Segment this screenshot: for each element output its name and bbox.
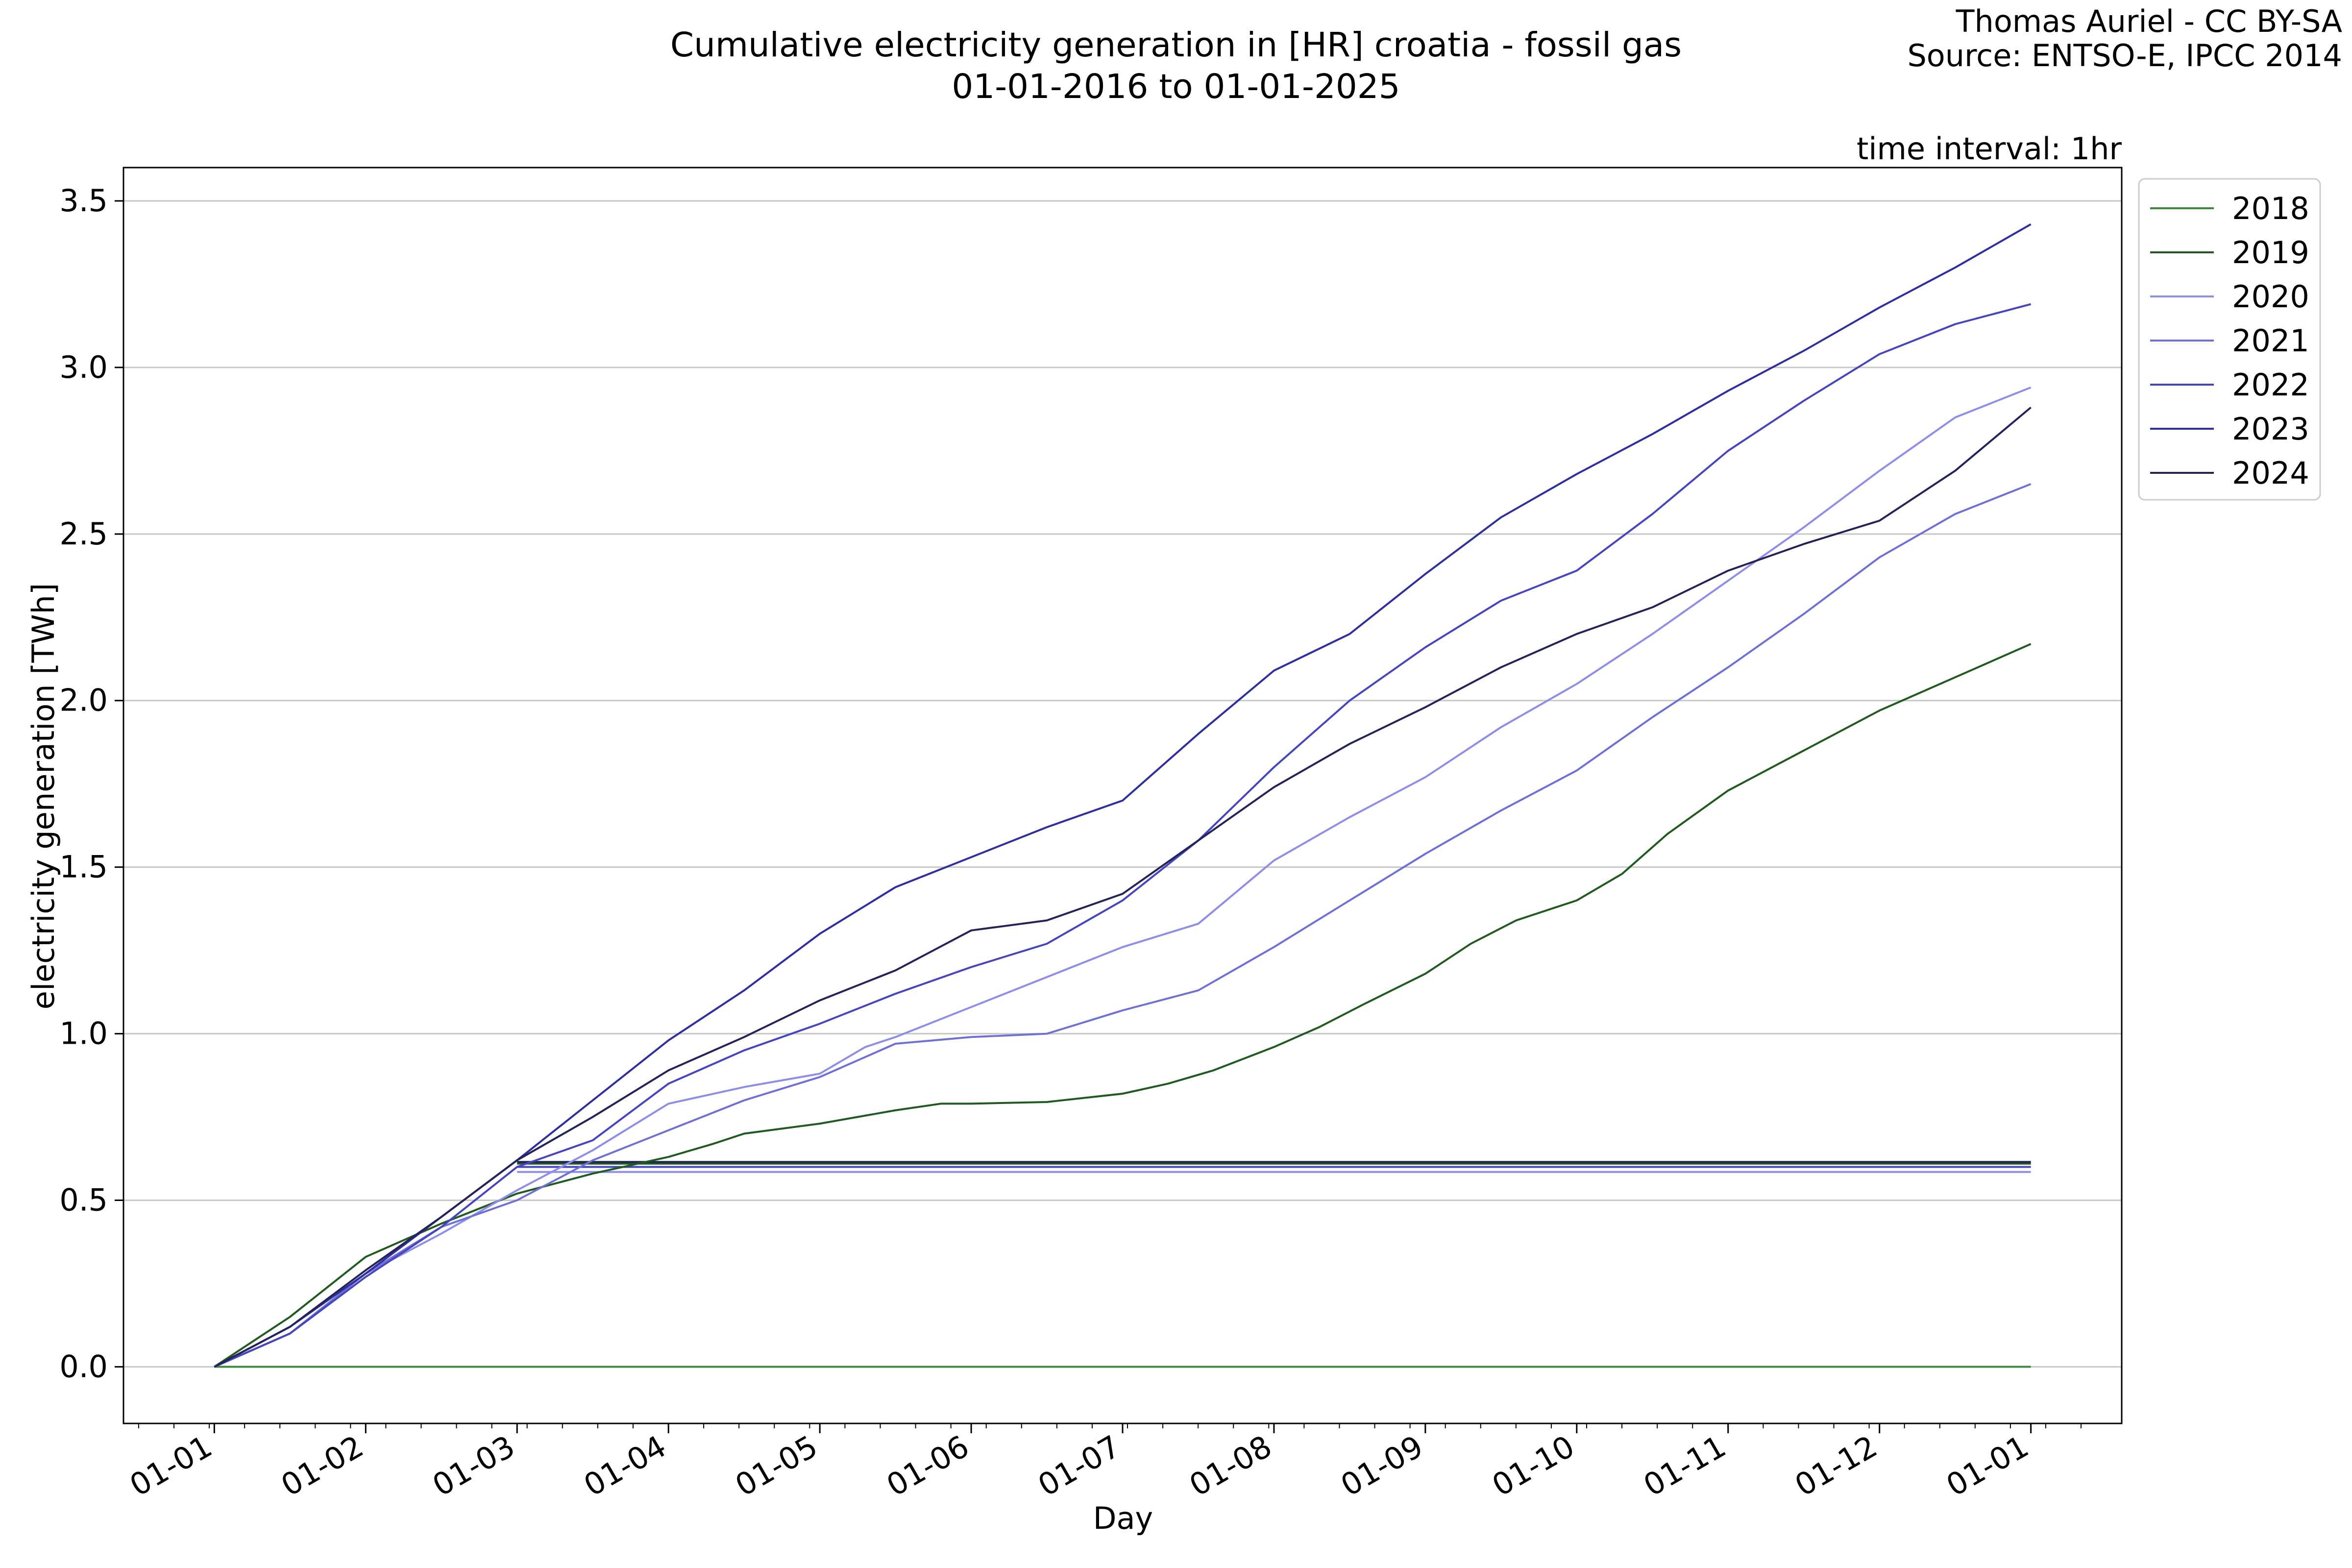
- series-lines: [214, 223, 2032, 1368]
- legend-label-2020: 2020: [2232, 279, 2309, 315]
- plot-area: 0.0 0.5 1.0 1.5 2.0 2.5 3.0 3.5 01-01 01-02 01-03…: [59, 167, 2123, 1503]
- legend-label-2018: 2018: [2232, 191, 2309, 226]
- legend-label-2024: 2024: [2232, 455, 2309, 491]
- x-tick-label: 01-11: [1638, 1428, 1732, 1503]
- series-line-2022: [214, 303, 2032, 1368]
- x-tick-label: 01-05: [729, 1428, 824, 1503]
- legend-box: [2138, 178, 2321, 501]
- legend-items: 2018 2019 2020 2021 2022 2023 2024: [2150, 191, 2309, 491]
- chart-title: Cumulative electricity generation in [HR…: [670, 25, 1682, 65]
- credit-author: Thomas Auriel - CC BY-SA: [1956, 3, 2342, 39]
- plot-frame: [122, 167, 2123, 1424]
- x-axis-ticks: 01-01 01-02 01-03 01-04 01-05 01-06 01-07 01-08…: [123, 1423, 2082, 1503]
- y-tick-label: 1.0: [59, 1016, 108, 1052]
- chart-subtitle: 01-01-2016 to 01-01-2025: [952, 67, 1400, 106]
- y-tick-label: 2.0: [59, 683, 108, 718]
- x-tick-label: 01-02: [275, 1428, 369, 1503]
- legend-label-2023: 2023: [2232, 411, 2309, 447]
- x-tick-label: 01-01: [1940, 1428, 2035, 1503]
- x-tick-label: 01-01: [123, 1428, 218, 1503]
- legend-label-2022: 2022: [2232, 367, 2309, 403]
- y-tick-label: 1.5: [59, 849, 108, 885]
- y-tick-label: 2.5: [59, 516, 108, 552]
- legend-label-2019: 2019: [2232, 235, 2309, 270]
- series-line-2021: [214, 483, 2032, 1368]
- y-tick-label: 0.0: [59, 1348, 108, 1384]
- series-line-2019: [214, 643, 2032, 1368]
- y-tick-label: 3.5: [59, 183, 108, 219]
- x-tick-label: 01-10: [1486, 1428, 1581, 1503]
- series-line-2020: [214, 386, 2032, 1368]
- x-axis-label: Day: [1093, 1500, 1153, 1536]
- x-tick-label: 01-12: [1789, 1428, 1884, 1503]
- y-tick-label: 3.0: [59, 349, 108, 385]
- x-tick-label: 01-07: [1032, 1428, 1127, 1503]
- y-axis-label: electricity generation [TWh]: [25, 583, 61, 1009]
- x-tick-label: 01-03: [426, 1428, 521, 1503]
- series-line-2023: [214, 223, 2032, 1368]
- legend: 2018 2019 2020 2021 2022 2023 2024: [2138, 178, 2321, 501]
- grid-lines: [123, 200, 2122, 1368]
- time-interval-annotation: time interval: 1hr: [1857, 131, 2122, 167]
- x-tick-label: 01-08: [1183, 1428, 1278, 1503]
- y-tick-label: 0.5: [59, 1182, 108, 1218]
- x-tick-label: 01-06: [881, 1428, 975, 1503]
- series-line-2024: [214, 406, 2032, 1368]
- x-tick-label: 01-04: [578, 1428, 672, 1503]
- y-axis-ticks: 0.0 0.5 1.0 1.5 2.0 2.5 3.0 3.5: [59, 183, 123, 1384]
- credit-source: Source: ENTSO-E, IPCC 2014: [1907, 38, 2342, 74]
- x-tick-label: 01-09: [1335, 1428, 1429, 1503]
- legend-label-2021: 2021: [2232, 323, 2309, 359]
- flat-lines: [517, 1161, 2031, 1173]
